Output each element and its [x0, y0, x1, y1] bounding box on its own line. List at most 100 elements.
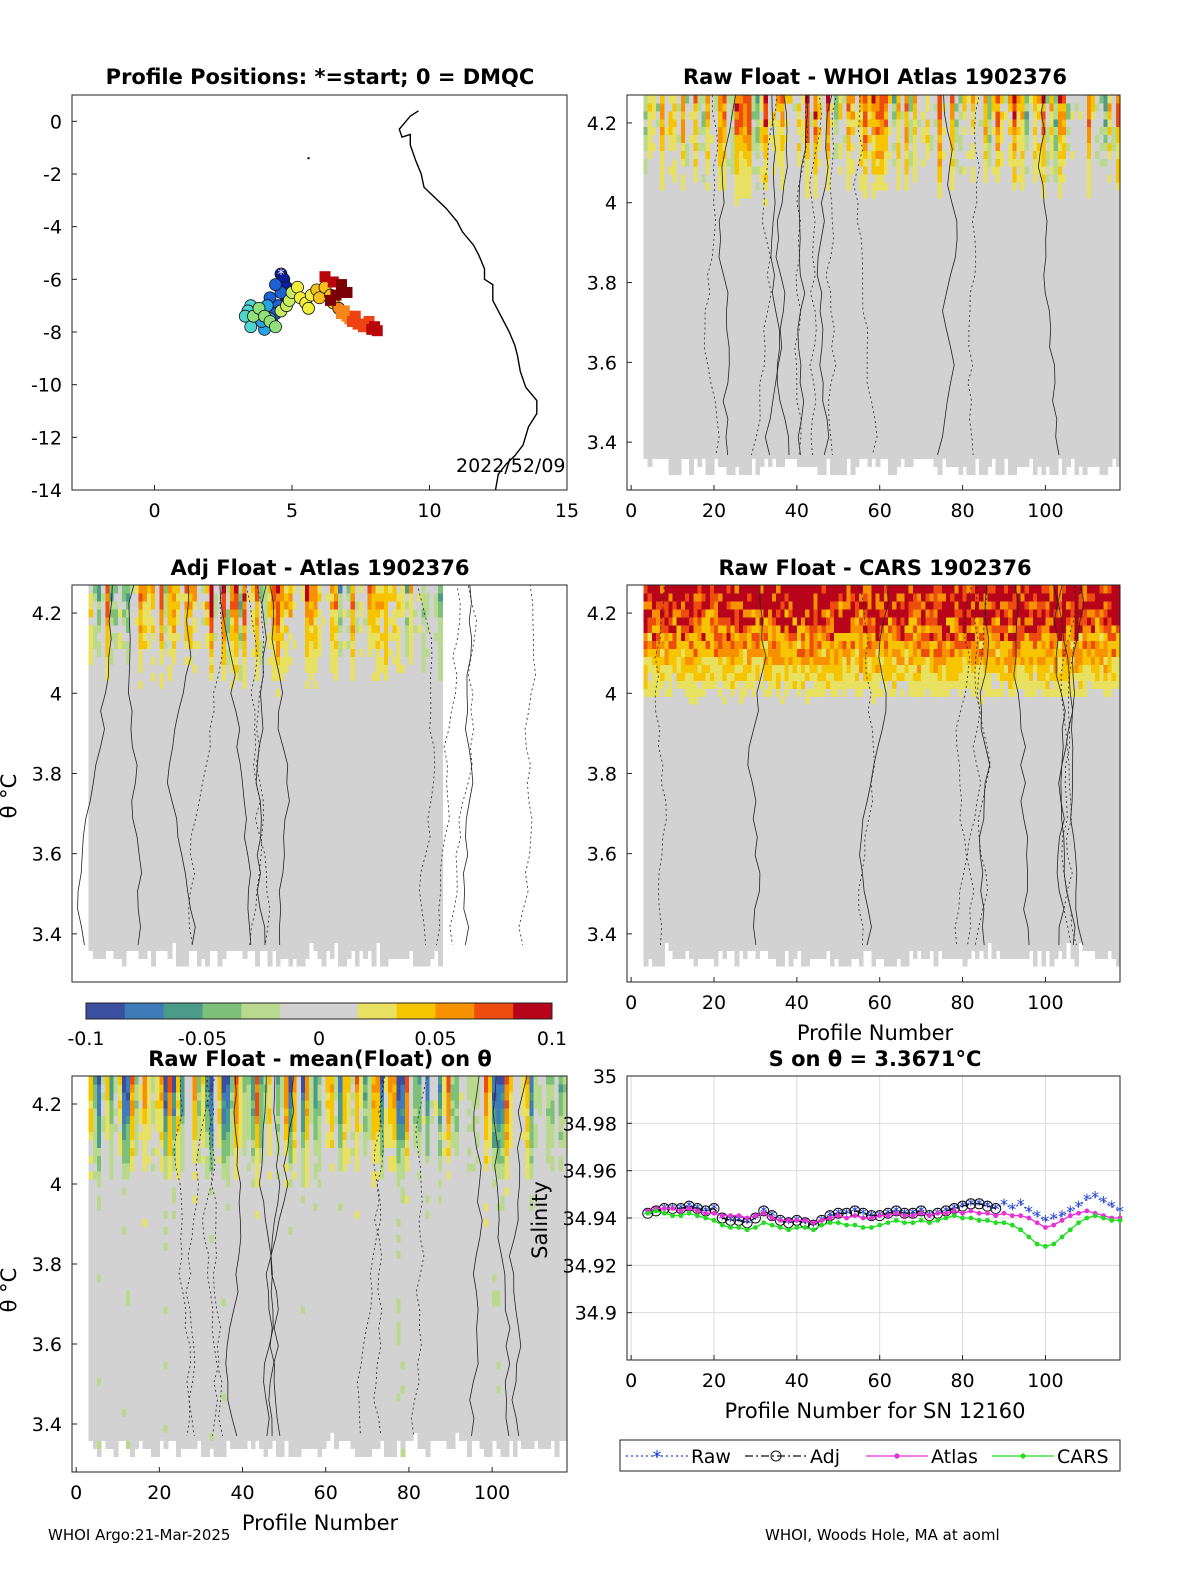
heat-cell: [1041, 458, 1046, 467]
heat-cell: [780, 111, 785, 120]
heat-cell: [979, 111, 984, 120]
heat-cell: [789, 253, 794, 262]
heat-cell: [685, 221, 690, 230]
heat-cell: [871, 237, 876, 246]
heat-cell: [859, 427, 864, 436]
heat-cell: [652, 443, 657, 452]
heat-cell: [689, 458, 694, 467]
heat-cell: [871, 348, 876, 357]
heat-cell: [992, 103, 997, 112]
heat-cell: [1033, 111, 1038, 120]
heat-cell: [656, 229, 661, 238]
heat-cell: [1012, 411, 1017, 420]
heat-cell: [718, 190, 723, 199]
heat-cell: [801, 174, 806, 183]
heat-cell: [909, 95, 914, 104]
heat-cell: [751, 150, 756, 159]
heat-cell: [871, 277, 876, 286]
heat-cell: [859, 142, 864, 151]
heat-cell: [784, 206, 789, 215]
heat-cell: [1033, 458, 1038, 467]
heat-cell: [801, 332, 806, 341]
heat-cell: [909, 458, 914, 467]
adj-atlas-title: Adj Float - Atlas 1902376: [170, 556, 469, 580]
heat-cell: [664, 135, 669, 144]
heat-cell: [776, 419, 781, 428]
map-title: Profile Positions: *=start; 0 = DMQC: [106, 65, 535, 89]
heat-cell: [1058, 206, 1063, 215]
heat-cell: [818, 206, 823, 215]
heat-cell: [996, 198, 1001, 207]
heat-cell: [660, 269, 665, 278]
heat-cell: [1025, 182, 1030, 191]
heat-cell: [851, 135, 856, 144]
heat-cell: [677, 237, 682, 246]
heat-cell: [743, 419, 748, 428]
heat-cell: [710, 135, 715, 144]
heat-cell: [863, 253, 868, 262]
heat-cell: [1021, 253, 1026, 262]
heat-cell: [1021, 190, 1026, 199]
heat-cell: [847, 451, 852, 460]
heat-cell: [673, 269, 678, 278]
heat-cell: [876, 419, 881, 428]
heat-cell: [668, 103, 673, 112]
heat-cell: [925, 427, 930, 436]
heat-cell: [644, 435, 649, 444]
heat-cell: [921, 111, 926, 120]
heat-cell: [1012, 387, 1017, 396]
heat-cell: [921, 316, 926, 325]
heat-cell: [1050, 458, 1055, 467]
heat-cell: [755, 403, 760, 412]
heat-cell: [739, 214, 744, 223]
heat-cell: [847, 348, 852, 357]
heat-cell: [996, 190, 1001, 199]
heat-cell: [975, 372, 980, 381]
heat-cell: [722, 458, 727, 467]
heat-cell: [863, 308, 868, 317]
heat-cell: [859, 356, 864, 365]
heat-cell: [979, 142, 984, 151]
heat-cell: [946, 221, 951, 230]
heat-cell: [888, 340, 893, 349]
heat-cell: [967, 166, 972, 175]
heat-cell: [888, 95, 893, 104]
heat-cell: [1004, 142, 1009, 151]
heat-cell: [1045, 174, 1050, 183]
heat-cell: [884, 308, 889, 317]
heat-cell: [1070, 316, 1075, 325]
heat-cell: [888, 411, 893, 420]
heat-cell: [735, 150, 740, 159]
heat-cell: [892, 340, 897, 349]
heat-cell: [830, 458, 835, 467]
heat-cell: [644, 190, 649, 199]
heat-cell: [731, 372, 736, 381]
heat-cell: [913, 103, 918, 112]
heat-cell: [929, 198, 934, 207]
heat-cell: [755, 174, 760, 183]
heat-cell: [789, 332, 794, 341]
heat-cell: [896, 293, 901, 302]
heat-cell: [871, 443, 876, 452]
heat-cell: [1062, 237, 1067, 246]
heat-cell: [876, 111, 881, 120]
heat-cell: [813, 253, 818, 262]
heat-cell: [702, 332, 707, 341]
heat-cell: [1008, 458, 1013, 467]
heat-cell: [909, 245, 914, 254]
map-ytick-label: -2: [43, 164, 62, 186]
heat-cell: [1012, 419, 1017, 428]
heat-cell: [652, 332, 657, 341]
heat-cell: [921, 308, 926, 317]
heat-cell: [813, 277, 818, 286]
heat-cell: [958, 103, 963, 112]
heat-cell: [693, 387, 698, 396]
heat-cell: [958, 427, 963, 436]
heat-cell: [1012, 300, 1017, 309]
heat-cell: [706, 253, 711, 262]
heat-cell: [685, 332, 690, 341]
heat-cell: [996, 435, 1001, 444]
heat-cell: [673, 427, 678, 436]
heat-cell: [702, 285, 707, 294]
heat-cell: [855, 379, 860, 388]
